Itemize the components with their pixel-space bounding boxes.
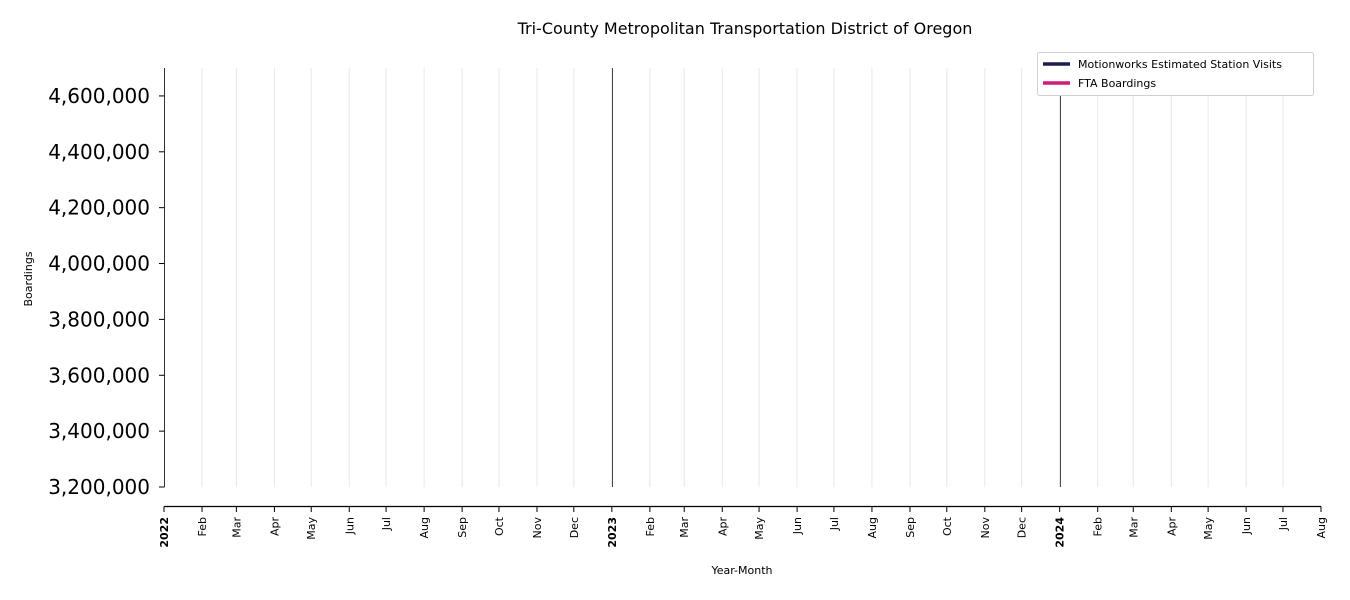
x-tick-label: Sep — [456, 517, 469, 538]
x-tick-label: May — [305, 517, 318, 540]
x-tick-label: Dec — [1016, 517, 1029, 538]
y-tick-label: 4,200,000 — [48, 196, 150, 220]
x-tick-label: Mar — [1127, 517, 1140, 538]
x-tick-label: Oct — [941, 516, 954, 536]
x-tick-label: Aug — [866, 517, 879, 538]
x-tick-label: Jul — [828, 517, 841, 531]
x-tick-label: Apr — [1165, 517, 1178, 537]
x-tick-label: Apr — [716, 517, 729, 537]
chart-title: Tri-County Metropolitan Transportation D… — [517, 19, 973, 38]
x-tick-label: Feb — [1092, 517, 1105, 536]
x-tick-label: Nov — [979, 517, 992, 539]
year-markers — [612, 68, 1061, 487]
x-tick-label: Feb — [644, 517, 657, 536]
y-tick-label: 4,400,000 — [48, 140, 150, 164]
x-tick-label: Feb — [196, 517, 209, 536]
x-tick-label: Jul — [1277, 517, 1290, 531]
y-ticks: 3,200,000 3,400,000 3,600,000 3,800,000 4,00… — [48, 84, 165, 499]
x-tick-label: Dec — [568, 517, 581, 538]
x-tick-label: Jun — [343, 517, 356, 535]
x-tick-year-label: 2023 — [606, 517, 619, 548]
legend: Motionworks Estimated Station Visits FTA … — [1037, 52, 1314, 96]
x-ticks: 2022 Feb Mar Apr May Jun Jul Aug Sep Oct Nov Dec 202… — [158, 506, 1328, 548]
x-tick-label: Mar — [678, 517, 691, 538]
y-tick-label: 3,400,000 — [48, 419, 150, 443]
x-tick-label: Jun — [791, 517, 804, 535]
y-tick-label: 4,600,000 — [48, 84, 150, 108]
x-tick-label: Aug — [418, 517, 431, 538]
x-tick-label: Apr — [268, 517, 281, 537]
x-tick-label: Nov — [531, 517, 544, 539]
x-tick-label: Oct — [493, 516, 506, 536]
x-tick-year-label: 2022 — [158, 517, 171, 548]
y-tick-label: 3,800,000 — [48, 307, 150, 331]
x-tick-label: Aug — [1315, 517, 1328, 538]
x-tick-label: Jul — [380, 517, 393, 531]
legend-label: FTA Boardings — [1078, 77, 1156, 90]
y-tick-label: 4,000,000 — [48, 252, 150, 276]
x-tick-label: Sep — [904, 517, 917, 538]
x-tick-label: Mar — [230, 517, 243, 538]
y-axis-label: Boardings — [22, 251, 35, 306]
x-tick-year-label: 2024 — [1054, 517, 1067, 548]
legend-label: Motionworks Estimated Station Visits — [1078, 58, 1282, 71]
legend-box — [1037, 52, 1314, 96]
x-tick-label: May — [753, 517, 766, 540]
y-tick-label: 3,600,000 — [48, 363, 150, 387]
grid — [201, 68, 1284, 487]
x-tick-label: Jun — [1240, 517, 1253, 535]
x-tick-label: May — [1202, 517, 1215, 540]
y-tick-label: 3,200,000 — [48, 475, 150, 499]
x-axis-label: Year-Month — [710, 564, 772, 577]
